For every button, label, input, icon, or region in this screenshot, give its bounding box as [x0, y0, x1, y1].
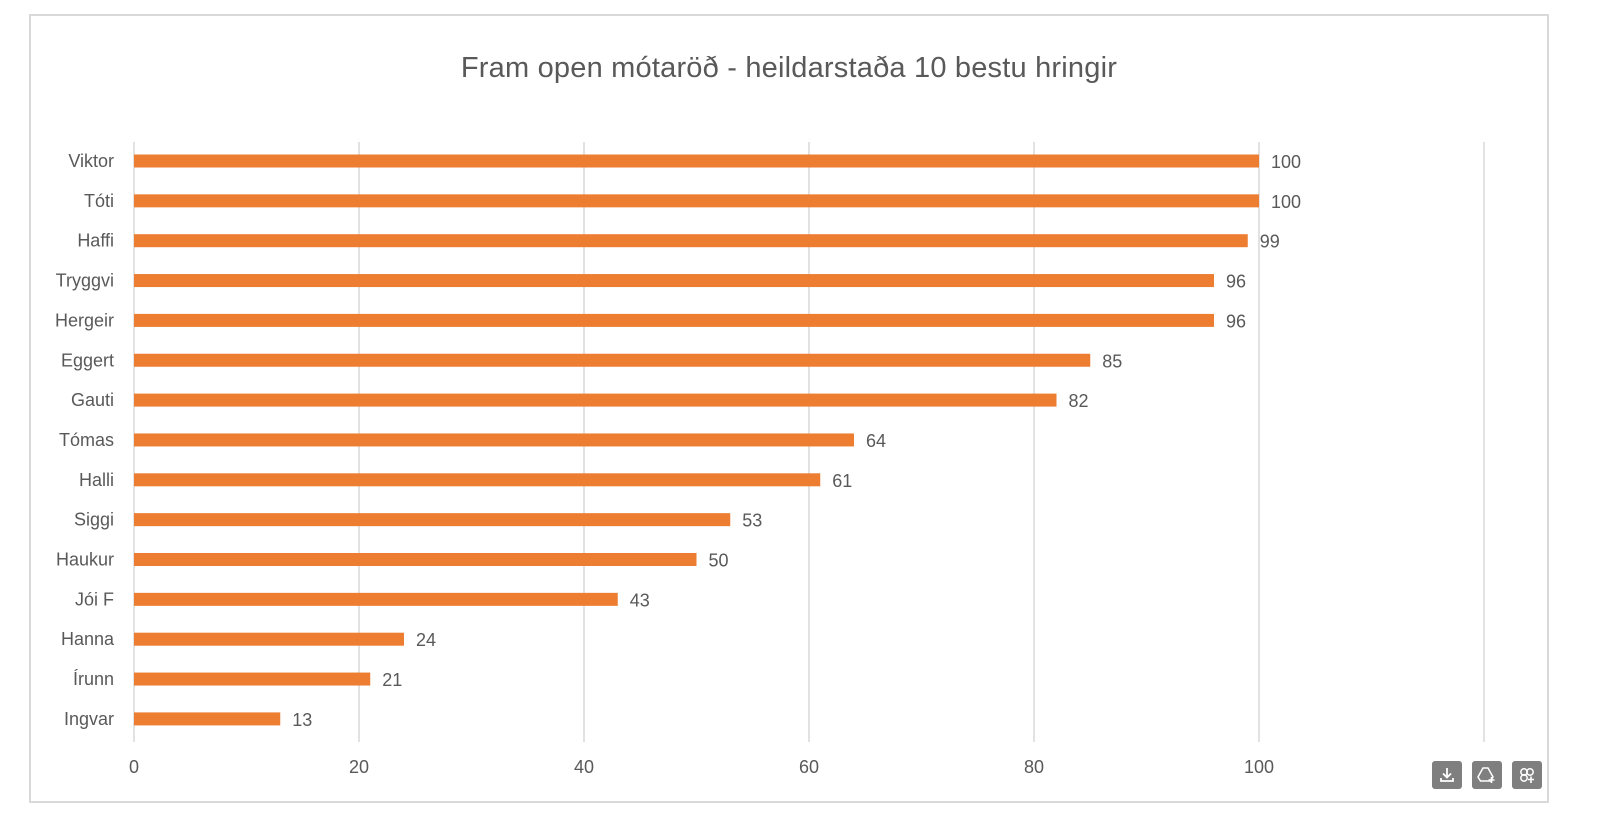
- data-label: 43: [630, 590, 650, 610]
- data-label: 96: [1226, 272, 1246, 292]
- category-label: Ingvar: [64, 709, 114, 729]
- download-icon[interactable]: [1432, 761, 1462, 789]
- category-label: Tóti: [84, 191, 114, 211]
- data-label: 13: [292, 710, 312, 730]
- bar: [134, 592, 618, 606]
- data-label: 21: [382, 670, 402, 690]
- category-label: Viktor: [68, 151, 114, 171]
- chart-title: Fram open mótaröð - heildarstaða 10 best…: [460, 52, 1118, 84]
- x-tick-label: 100: [1244, 757, 1274, 777]
- bar: [134, 234, 1248, 248]
- bar: [134, 353, 1091, 367]
- category-label: Tómas: [59, 430, 114, 450]
- category-label: Haffi: [77, 231, 114, 251]
- x-tick-label: 60: [799, 757, 819, 777]
- data-label: 99: [1260, 232, 1280, 252]
- bar: [134, 433, 854, 447]
- bar: [134, 274, 1214, 288]
- bar: [134, 393, 1057, 407]
- data-label: 96: [1226, 311, 1246, 331]
- data-label: 50: [709, 551, 729, 571]
- x-tick-label: 20: [349, 757, 369, 777]
- bar: [134, 513, 731, 527]
- data-label: 24: [416, 630, 436, 650]
- category-label: Siggi: [74, 510, 114, 530]
- bar: [134, 672, 371, 686]
- category-label: Jói F: [75, 589, 114, 609]
- category-label: Írunn: [73, 669, 114, 689]
- chart-frame: Fram open mótaröð - heildarstaða 10 best…: [29, 14, 1549, 803]
- bar: [134, 154, 1259, 168]
- x-tick-label: 80: [1024, 757, 1044, 777]
- data-label: 100: [1271, 192, 1301, 212]
- category-label: Gauti: [71, 390, 114, 410]
- data-label: 61: [832, 471, 852, 491]
- bar: [134, 313, 1214, 327]
- bar: [134, 194, 1259, 208]
- category-label: Eggert: [61, 350, 114, 370]
- data-label: 82: [1069, 391, 1089, 411]
- data-label: 53: [742, 511, 762, 531]
- category-label: Hergeir: [55, 310, 114, 330]
- pin-icon[interactable]: [1512, 761, 1542, 789]
- bar: [134, 553, 697, 566]
- category-label: Hanna: [61, 629, 115, 649]
- bar: [134, 473, 821, 487]
- add-to-drive-icon[interactable]: [1472, 761, 1502, 789]
- bar: [134, 712, 281, 726]
- chart-toolbar: [1432, 761, 1542, 789]
- category-label: Tryggvi: [56, 271, 114, 291]
- data-label: 64: [866, 431, 886, 451]
- data-label: 100: [1271, 152, 1301, 172]
- x-tick-label: 0: [129, 757, 139, 777]
- category-label: Halli: [79, 470, 114, 490]
- bar: [134, 632, 404, 646]
- category-label: Haukur: [56, 550, 114, 570]
- data-label: 85: [1102, 351, 1122, 371]
- x-tick-label: 40: [574, 757, 594, 777]
